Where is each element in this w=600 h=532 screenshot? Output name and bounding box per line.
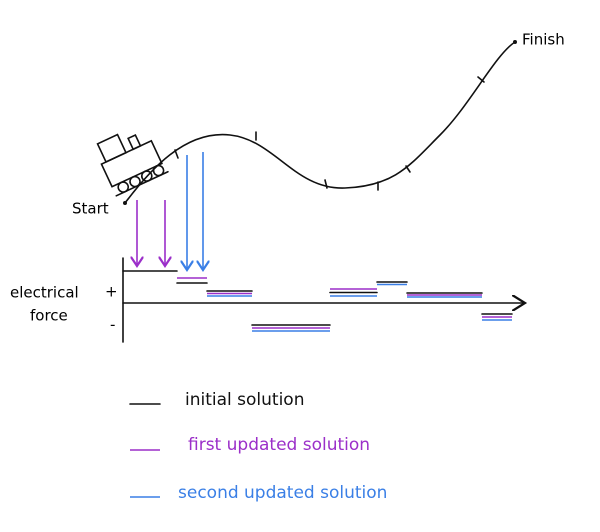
track-ticks bbox=[174, 76, 485, 191]
track bbox=[124, 41, 516, 204]
axis-label: force bbox=[30, 307, 68, 325]
minus-label: - bbox=[110, 316, 115, 334]
legend-label: first updated solution bbox=[188, 435, 370, 455]
legend-label: second updated solution bbox=[178, 483, 387, 503]
legend-label: initial solution bbox=[185, 390, 304, 410]
start-label: Start bbox=[72, 200, 109, 218]
train bbox=[96, 133, 169, 197]
finish-label: Finish bbox=[522, 31, 565, 49]
solution-steps bbox=[122, 270, 513, 332]
axis-label: electrical bbox=[10, 284, 79, 302]
finish-point bbox=[513, 40, 517, 44]
plus-label: + bbox=[105, 283, 118, 301]
start-point bbox=[123, 201, 127, 205]
